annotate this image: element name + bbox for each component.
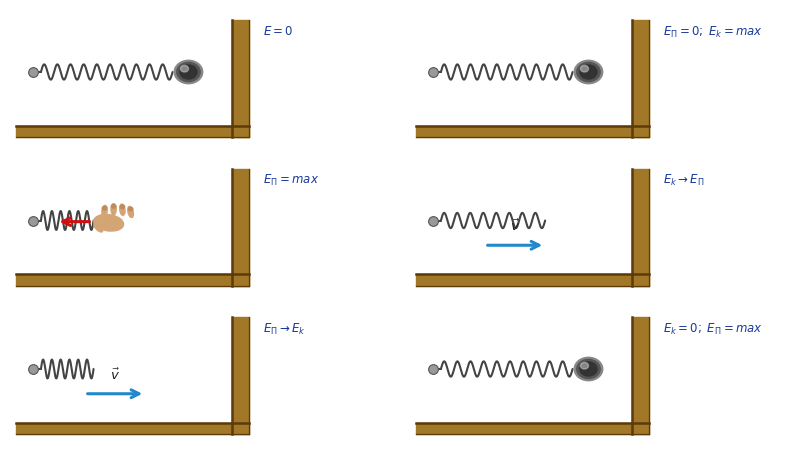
Text: $\vec{v}$: $\vec{v}$ [510,219,520,234]
Ellipse shape [111,205,116,208]
Circle shape [577,63,600,81]
Circle shape [577,360,600,378]
Bar [631,317,650,434]
Text: $E_k = 0;\; E_\Pi = max$: $E_k = 0;\; E_\Pi = max$ [663,322,763,337]
Bar [16,126,250,137]
Bar [631,169,650,286]
Circle shape [174,60,202,84]
Circle shape [574,357,602,381]
Bar [16,274,250,286]
Ellipse shape [128,207,134,217]
Bar [416,126,650,137]
Ellipse shape [120,205,125,209]
Ellipse shape [111,203,116,215]
Bar [416,274,650,286]
Text: $E_k \rightarrow E_\Pi$: $E_k \rightarrow E_\Pi$ [663,173,705,189]
Bar [416,423,650,434]
Bar [231,20,250,137]
Text: $E_\Pi = max$: $E_\Pi = max$ [263,173,319,189]
Circle shape [581,65,589,72]
Circle shape [177,63,200,81]
Ellipse shape [94,223,102,232]
Circle shape [180,65,197,79]
Text: $E = 0$: $E = 0$ [263,25,294,38]
Circle shape [581,362,589,369]
Ellipse shape [120,204,125,215]
Text: $\vec{v}$: $\vec{v}$ [110,368,120,383]
Circle shape [580,362,597,376]
Ellipse shape [102,206,107,216]
Circle shape [580,65,597,79]
Circle shape [574,60,602,84]
Bar [16,423,250,434]
Text: $E_\Pi = 0;\; E_k = max$: $E_\Pi = 0;\; E_k = max$ [663,25,763,40]
Bar [631,20,650,137]
Ellipse shape [129,207,133,211]
Bar [231,169,250,286]
Circle shape [181,65,189,72]
Bar [231,317,250,434]
Ellipse shape [94,214,123,231]
Text: $E_\Pi \rightarrow E_k$: $E_\Pi \rightarrow E_k$ [263,322,306,337]
Ellipse shape [102,206,106,210]
